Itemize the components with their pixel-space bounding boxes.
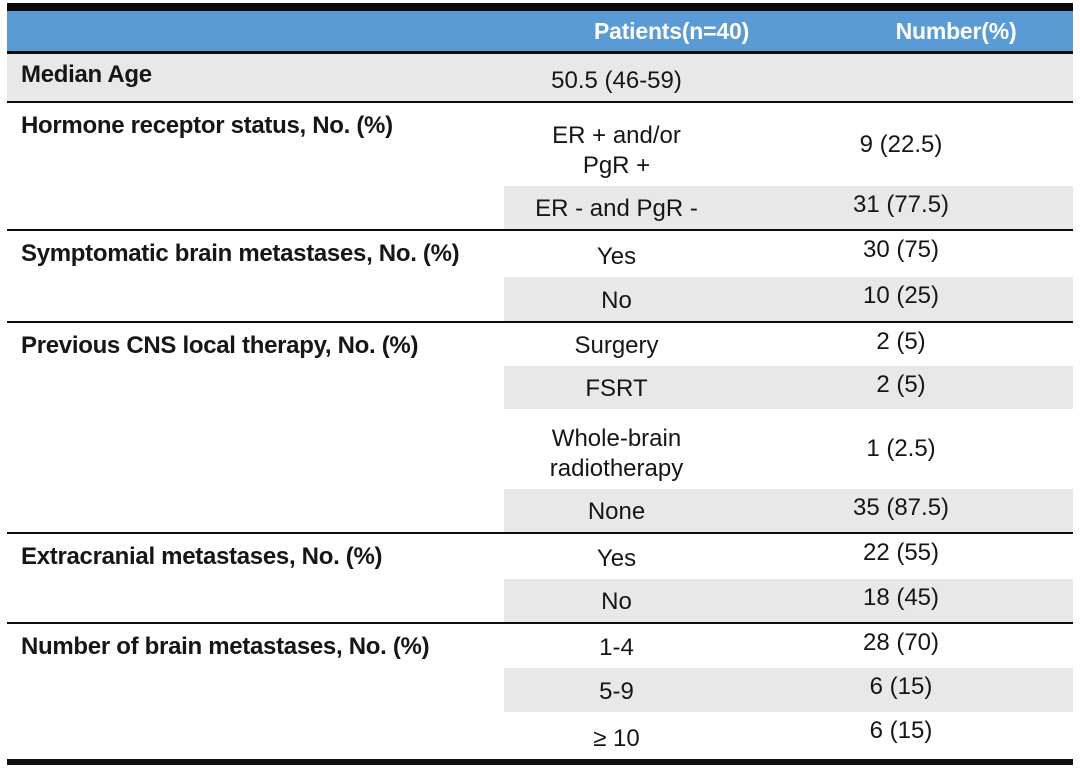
number-cell: 31 (77.5) [729,186,1073,229]
number-cell: 2 (5) [729,366,1073,409]
number-cell: 6 (15) [869,717,933,744]
header-cell-number: Number(%) [895,17,1017,44]
patients-cell: ER + and/or PgR + [552,122,681,179]
section-number-of-brain-metastases: Number of brain metastases, No. (%) 1-4 … [7,624,1073,765]
number-cell: 6 (15) [729,668,1073,712]
patients-cell: No [504,579,729,622]
section-label: Hormone receptor status, No. (%) [21,112,393,139]
patients-cell: 1-4 [599,633,634,661]
patients-cell: ER - and PgR - [504,186,729,229]
patients-cell: None [504,489,729,532]
number-cell: 1 (2.5) [866,435,936,462]
section-previous-cns-local-therapy: Previous CNS local therapy, No. (%) Surg… [7,323,1073,534]
section-label: Median Age [21,61,152,88]
number-cell: 2 (5) [876,328,926,355]
section-median-age: Median Age 50.5 (46-59) [7,54,1073,103]
number-cell: 9 (22.5) [859,130,943,158]
patients-cell: Yes [596,242,637,270]
number-cell: 35 (87.5) [729,489,1073,532]
patients-cell: 5-9 [504,668,729,712]
patients-cell: No [504,277,729,321]
patients-cell: FSRT [504,366,729,409]
section-label: Symptomatic brain metastases, No. (%) [21,240,460,267]
number-cell: 10 (25) [729,277,1073,321]
patients-cell: ≥ 10 [593,724,640,752]
header-cell-empty [7,11,504,51]
section-label: Number of brain metastases, No. (%) [21,633,430,660]
section-label: Extracranial metastases, No. (%) [21,543,383,570]
section-extracranial-metastases: Extracranial metastases, No. (%) Yes 22 … [7,534,1073,624]
patients-cell: 50.5 (46-59) [551,66,682,94]
patient-characteristics-table: Patients(n=40) Number(%) Median Age 50.5… [7,3,1073,765]
patients-cell: Yes [596,544,637,572]
section-label: Previous CNS local therapy, No. (%) [21,332,419,359]
number-cell [729,54,1073,101]
header-cell-patients: Patients(n=40) [593,17,750,44]
table-header-row: Patients(n=40) Number(%) [7,3,1073,54]
patients-cell: Surgery [574,331,659,359]
section-symptomatic-brain-metastases: Symptomatic brain metastases, No. (%) Ye… [7,231,1073,323]
patients-cell: Whole-brain radiotherapy [549,425,684,482]
number-cell: 30 (75) [862,236,940,263]
number-cell: 28 (70) [862,629,940,656]
number-cell: 18 (45) [729,579,1073,622]
number-cell: 22 (55) [862,539,940,566]
section-hormone-receptor: Hormone receptor status, No. (%) ER + an… [7,103,1073,231]
